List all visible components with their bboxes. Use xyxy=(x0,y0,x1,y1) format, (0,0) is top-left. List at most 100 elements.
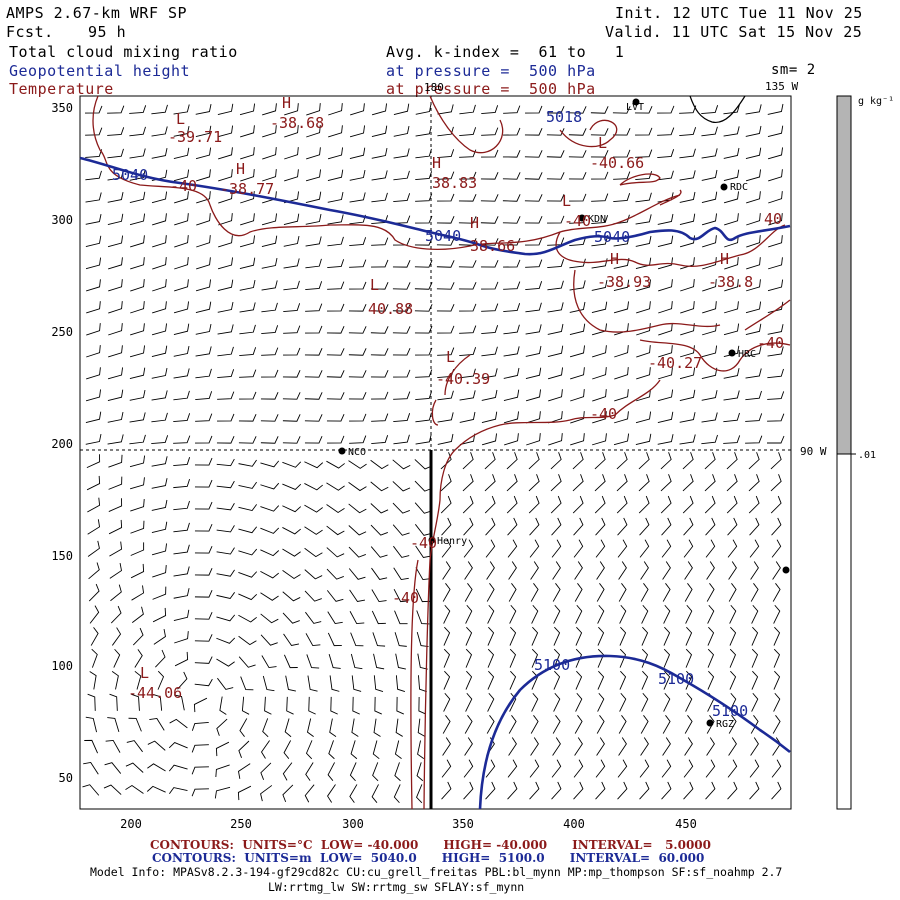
wind-barb xyxy=(392,326,411,334)
wind-barb xyxy=(526,411,541,424)
wind-barb xyxy=(596,561,605,580)
valid-time: Valid. 11 UTC Sat 15 Nov 25 xyxy=(605,23,863,41)
wind-barb xyxy=(216,503,235,511)
wind-barb xyxy=(349,589,366,602)
wind-barb xyxy=(261,655,277,669)
wind-barb xyxy=(773,648,781,668)
wind-barb xyxy=(304,547,323,558)
wind-barb xyxy=(174,191,189,204)
wind-barb xyxy=(394,632,407,647)
wind-barb xyxy=(662,715,671,734)
temp-label: -38.8 xyxy=(708,273,753,291)
wind-barb xyxy=(436,215,455,224)
wind-barb xyxy=(326,348,345,356)
wind-barb xyxy=(553,670,561,690)
wind-barb xyxy=(503,411,519,424)
wind-barb xyxy=(350,740,358,760)
wind-barb xyxy=(173,566,190,577)
field-temperature: Temperature xyxy=(9,80,114,98)
wind-barb xyxy=(260,414,279,422)
wind-barb xyxy=(746,279,761,292)
wind-barb xyxy=(371,589,387,603)
station-marker xyxy=(728,349,736,357)
wind-barb xyxy=(679,213,696,226)
wind-barb xyxy=(284,103,299,116)
wind-barb xyxy=(129,434,146,445)
wind-barb xyxy=(487,692,495,712)
wind-barb xyxy=(107,717,120,732)
wind-barb xyxy=(509,626,517,646)
wind-barb xyxy=(326,504,345,513)
wind-barb xyxy=(768,257,783,270)
wind-barb xyxy=(613,149,631,158)
wind-barb xyxy=(327,169,344,182)
wind-barb xyxy=(284,147,299,160)
wind-barb xyxy=(597,604,605,624)
wind-barb xyxy=(86,454,101,469)
wind-barb xyxy=(348,460,367,469)
wind-barb xyxy=(745,346,762,357)
wind-barb xyxy=(238,526,258,534)
wind-barb xyxy=(85,127,103,136)
wind-barb xyxy=(149,717,165,731)
wind-barb xyxy=(152,235,167,248)
wind-barb xyxy=(304,414,323,422)
wind-barb xyxy=(746,235,761,248)
colorbar-filled xyxy=(836,95,852,455)
wind-barb xyxy=(351,718,359,737)
station-marker xyxy=(338,447,346,455)
wind-barb xyxy=(284,125,299,138)
wind-barb xyxy=(723,126,740,137)
wind-barb xyxy=(86,279,101,292)
wind-barb xyxy=(463,759,474,778)
wind-barb xyxy=(129,148,146,159)
wind-barb xyxy=(707,670,715,690)
wind-barb xyxy=(305,325,323,334)
wind-barb xyxy=(305,281,323,290)
wind-barb xyxy=(371,125,388,138)
wind-barb xyxy=(195,413,213,422)
wind-barb xyxy=(304,392,323,400)
wind-barb xyxy=(751,648,759,668)
wind-barb xyxy=(728,561,737,580)
wind-barb xyxy=(618,561,627,580)
wind-barb xyxy=(238,481,257,489)
wind-barb xyxy=(151,390,168,401)
wind-barb xyxy=(109,693,118,711)
wind-barb xyxy=(437,347,455,356)
wind-barb xyxy=(748,495,760,514)
wind-barb xyxy=(546,128,565,136)
wind-barb xyxy=(682,495,694,514)
wind-barb xyxy=(745,125,762,137)
colorbar-units: g kg⁻¹ xyxy=(858,96,894,107)
wind-barb xyxy=(371,147,388,159)
station-marker xyxy=(706,719,714,727)
wind-barb xyxy=(575,604,583,624)
wind-barb xyxy=(418,696,427,715)
wind-barb xyxy=(282,612,300,624)
wind-barb xyxy=(502,237,521,246)
wind-barb xyxy=(415,126,432,137)
wind-barb xyxy=(701,412,718,423)
wind-barb xyxy=(173,147,190,159)
wind-barb xyxy=(701,434,718,445)
wind-barb xyxy=(305,258,322,269)
wind-barb xyxy=(641,626,649,646)
wind-barb xyxy=(442,715,451,734)
wind-barb xyxy=(508,737,517,756)
wind-barb xyxy=(575,670,583,690)
wind-barb xyxy=(414,480,433,492)
wind-barb xyxy=(685,626,693,646)
wind-barb xyxy=(635,235,652,247)
wind-barb xyxy=(569,258,586,269)
temp-label: -39.71 xyxy=(168,128,222,146)
wind-barb xyxy=(525,324,542,335)
wind-barb xyxy=(657,213,674,225)
wind-barb xyxy=(728,583,737,602)
meridian-180-label: 180 xyxy=(424,81,444,94)
wind-barb xyxy=(464,583,473,602)
wind-barb xyxy=(215,741,230,757)
wind-barb xyxy=(349,125,366,138)
wind-barb xyxy=(594,495,606,514)
wind-barb xyxy=(85,235,102,247)
